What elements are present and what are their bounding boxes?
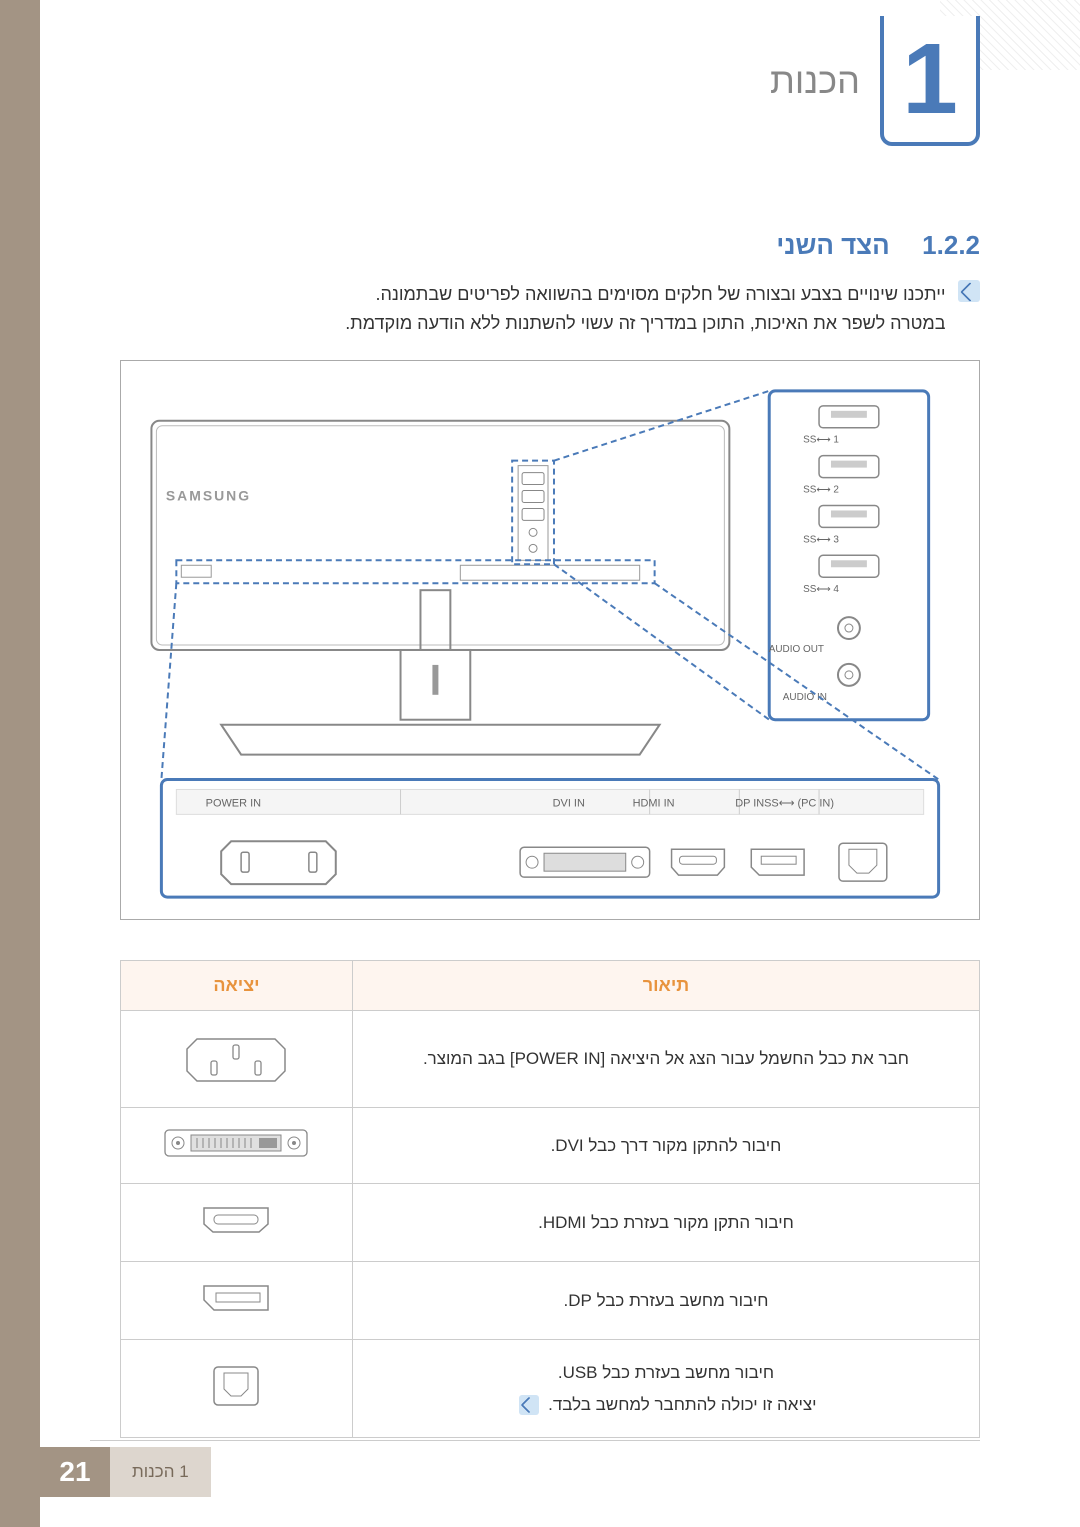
usb-port-icon <box>121 1340 353 1438</box>
svg-text:SS⟷ 3: SS⟷ 3 <box>803 534 839 545</box>
note-text: ייתכנו שינויים בצבע ובצורה של חלקים מסוי… <box>126 280 946 338</box>
dp-in-label: DP IN <box>735 797 764 809</box>
hdmi-description: חיבור התקן מקור בעזרת כבל HDMI. <box>352 1184 979 1262</box>
power-port-icon <box>121 1011 353 1108</box>
chapter-title: הכנות <box>770 60 860 102</box>
usb-desc-line1: חיבור מחשב בעזרת כבל USB. <box>558 1363 774 1382</box>
dvi-connector-icon <box>520 847 650 877</box>
table-header-port: יציאה <box>121 961 353 1011</box>
dp-connector-icon <box>751 849 804 875</box>
dvi-port-icon <box>121 1108 353 1184</box>
usb-port-3: SS⟷ 3 <box>803 505 879 545</box>
dp-description: חיבור מחשב בעזרת כבל DP. <box>352 1262 979 1340</box>
usb-port-2: SS⟷ 2 <box>803 456 879 496</box>
ports-table: תיאור יציאה חבר את כבל החשמל עבור הצג אל… <box>120 960 980 1438</box>
hdmi-in-label: HDMI IN <box>633 797 675 809</box>
monitor-body <box>151 421 729 650</box>
page-left-border <box>0 0 40 1527</box>
footer-line <box>90 1440 980 1441</box>
footer-chapter-ref: 1 הכנות <box>110 1447 211 1497</box>
footer: 21 1 הכנות <box>40 1447 1080 1497</box>
svg-text:SS⟷ 2: SS⟷ 2 <box>803 485 839 496</box>
audio-out-label: AUDIO OUT <box>769 644 824 655</box>
usb-port-4: SS⟷ 4 <box>803 555 879 595</box>
monitor-stand-base <box>221 725 659 755</box>
footer-page-number: 21 <box>40 1447 110 1497</box>
note-icon <box>958 280 980 302</box>
audio-out-jack <box>838 617 860 639</box>
note-icon <box>519 1395 539 1415</box>
svg-text:SS⟷ 4: SS⟷ 4 <box>803 584 839 595</box>
chapter-tab: 1 <box>880 16 980 146</box>
table-header-description: תיאור <box>352 961 979 1011</box>
pc-in-label: SS⟷ (PC IN) <box>764 797 834 809</box>
table-row: חבר את כבל החשמל עבור הצג אל היציאה [POW… <box>121 1011 980 1108</box>
section-header: 1.2.2 הצד השני <box>776 230 980 261</box>
table-row: חיבור מחשב בעזרת כבל USB. יציאה זו יכולה… <box>121 1340 980 1438</box>
monitor-rear-diagram: SAMSUNG SS⟷ 1 SS⟷ 2 <box>120 360 980 920</box>
usb-pc-connector-icon <box>839 843 887 881</box>
chapter-number: 1 <box>902 29 958 129</box>
power-in-label: POWER IN <box>206 797 261 809</box>
section-number: 1.2.2 <box>922 230 980 260</box>
note-line-2: במטרה לשפר את האיכות, התוכן במדריך זה עש… <box>345 313 945 333</box>
dvi-in-label: DVI IN <box>553 797 585 809</box>
dp-port-icon <box>121 1262 353 1340</box>
hdmi-connector-icon <box>672 849 725 875</box>
brand-text: SAMSUNG <box>166 488 251 504</box>
svg-text:SS⟷ 1: SS⟷ 1 <box>803 435 839 446</box>
table-row: חיבור מחשב בעזרת כבל DP. <box>121 1262 980 1340</box>
usb-port-1: SS⟷ 1 <box>803 406 879 446</box>
usb-desc-line2: יציאה זו יכולה להתחבר למחשב בלבד. <box>548 1395 816 1414</box>
dvi-description: חיבור להתקן מקור דרך כבל DVI. <box>352 1108 979 1184</box>
diagram-svg: SAMSUNG SS⟷ 1 SS⟷ 2 <box>121 361 979 919</box>
note-line-1: ייתכנו שינויים בצבע ובצורה של חלקים מסוי… <box>375 284 945 304</box>
section-name: הצד השני <box>776 230 889 260</box>
hdmi-port-icon <box>121 1184 353 1262</box>
monitor-stand-neck <box>420 590 450 650</box>
table-row: חיבור להתקן מקור דרך כבל DVI. <box>121 1108 980 1184</box>
audio-in-jack <box>838 664 860 686</box>
power-connector-icon <box>221 841 336 884</box>
power-description: חבר את כבל החשמל עבור הצג אל היציאה [POW… <box>352 1011 979 1108</box>
table-row: חיבור התקן מקור בעזרת כבל HDMI. <box>121 1184 980 1262</box>
usb-description: חיבור מחשב בעזרת כבל USB. יציאה זו יכולה… <box>352 1340 979 1438</box>
note-block: ייתכנו שינויים בצבע ובצורה של חלקים מסוי… <box>120 280 980 338</box>
